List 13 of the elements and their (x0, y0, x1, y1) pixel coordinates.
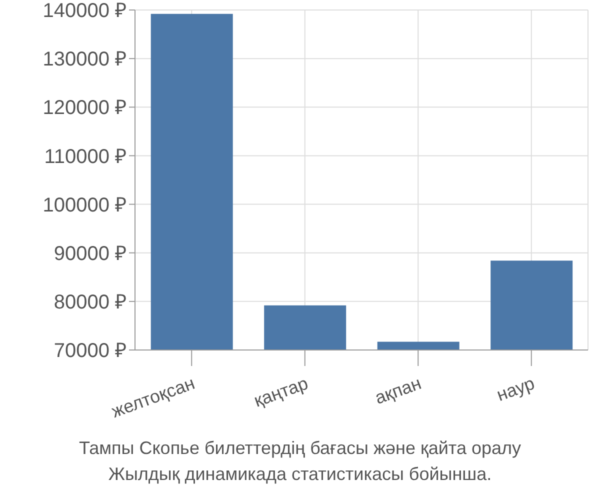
y-tick-label: 140000 ₽ (42, 0, 127, 22)
y-tick-label: 80000 ₽ (54, 292, 127, 314)
y-tick-label: 110000 ₽ (44, 146, 127, 168)
text: Жылдық динамикада статистикасы бойынша. (107, 463, 493, 486)
x-tick-label: ақпан (372, 372, 424, 408)
x-tick-label: қаңтар (251, 372, 311, 411)
y-tick-label: 130000 ₽ (42, 48, 127, 71)
y-tick-label: 90000 ₽ (54, 242, 127, 265)
y-tick-label: 70000 ₽ (54, 340, 127, 362)
y-tick-label: 120000 ₽ (42, 97, 127, 120)
text: Тампы Скопье билеттердің бағасы және қайта оралу (78, 437, 522, 460)
x-tick-label: наур (494, 372, 538, 405)
y-tick-label: 100000 ₽ (42, 194, 127, 216)
